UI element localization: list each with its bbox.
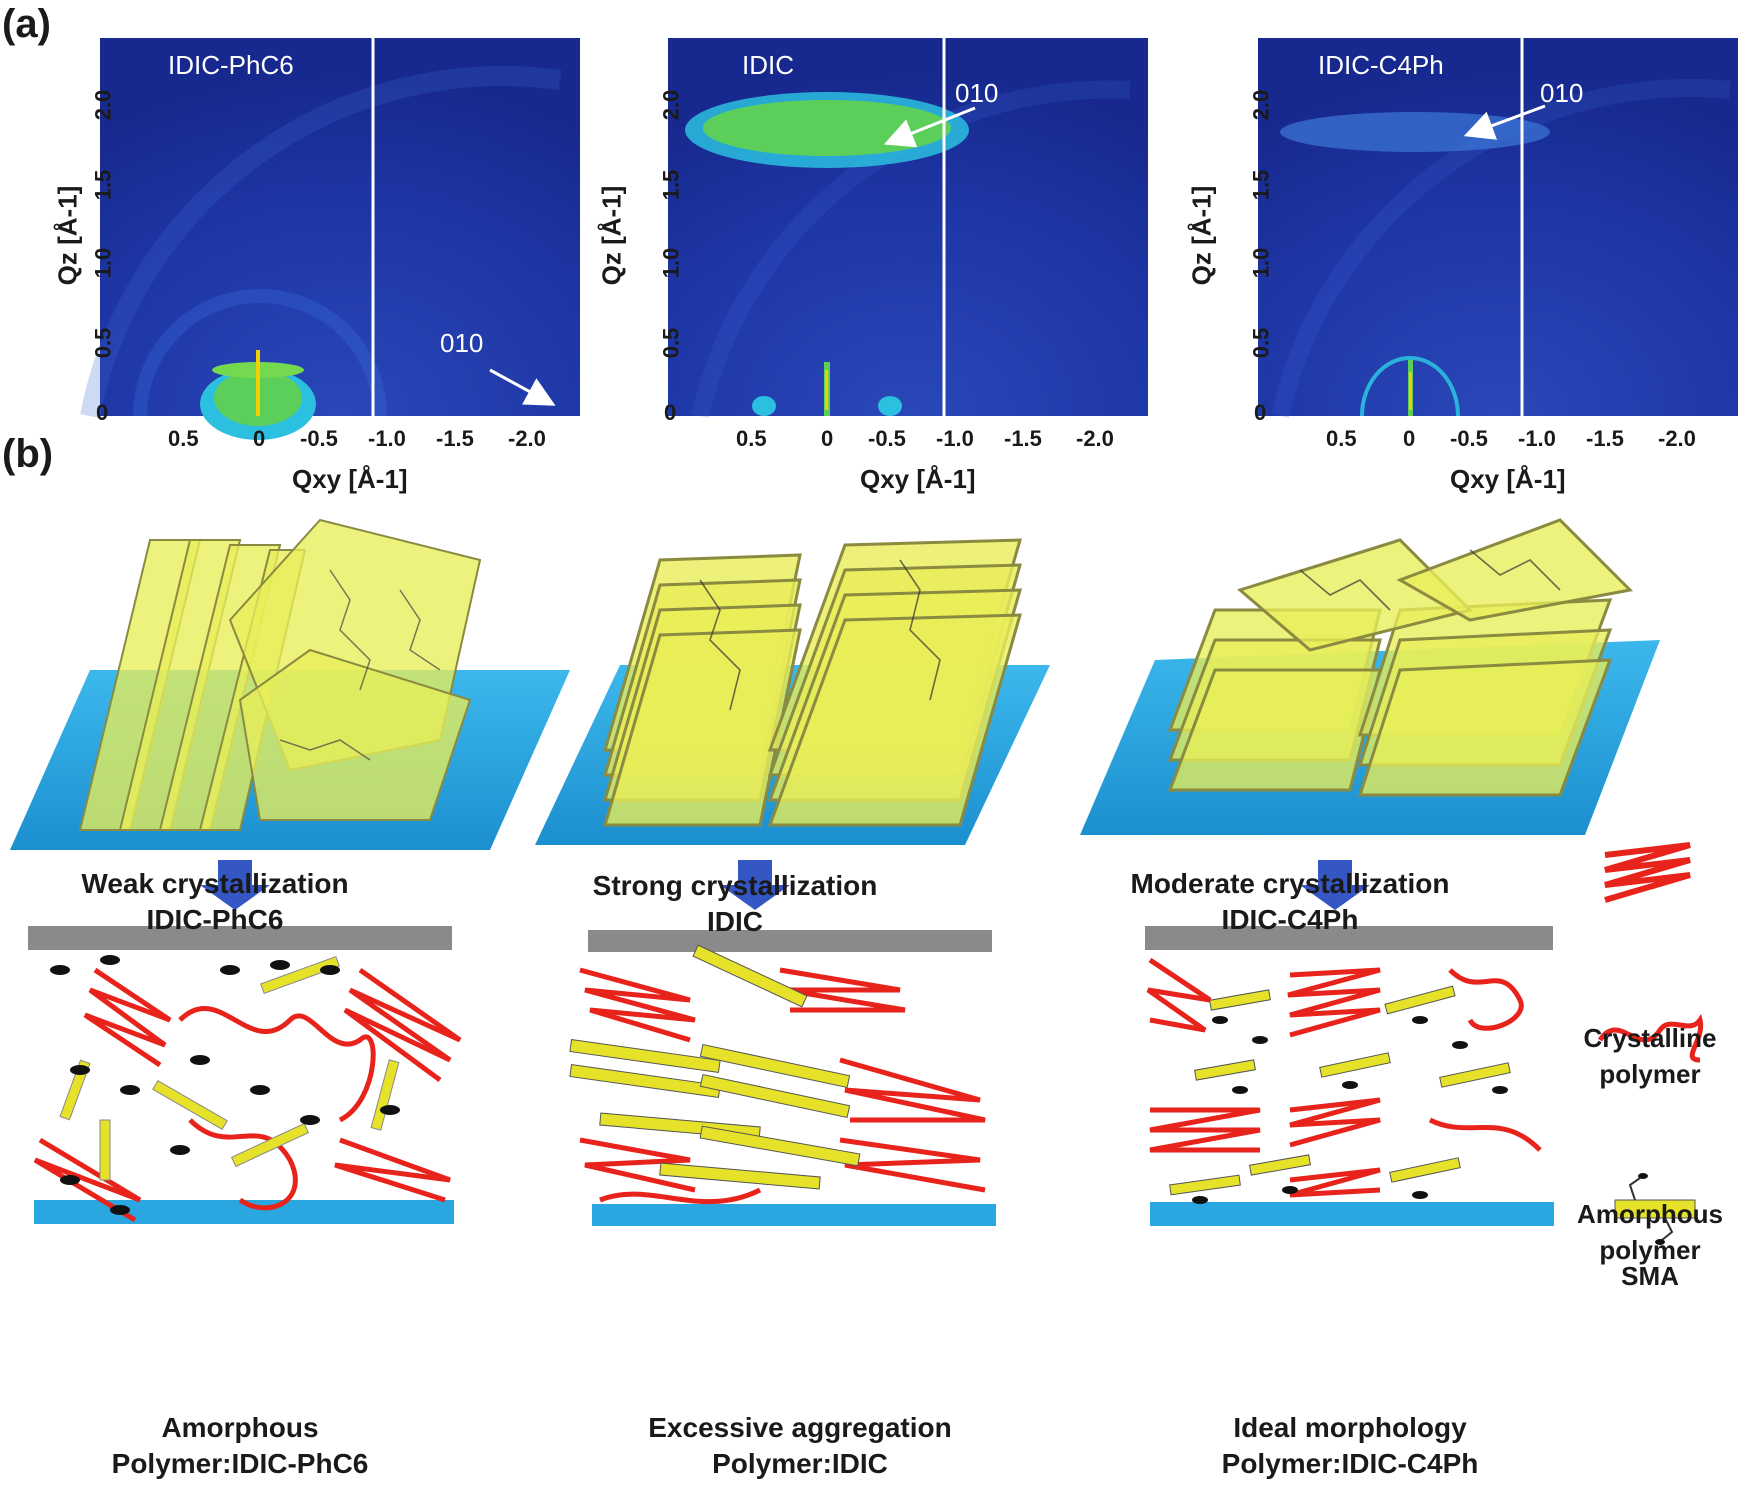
- qxy-label-1: Qxy [Å-1]: [292, 464, 408, 494]
- qxy-tick: -1.0: [1518, 426, 1556, 451]
- qxy-tick: -0.5: [300, 426, 338, 451]
- qxy-label-2: Qxy [Å-1]: [860, 464, 976, 494]
- caption-col-1: Weak crystallization IDIC-PhC6: [20, 866, 410, 938]
- legend-amorphous-label: Amorphous polymer: [1560, 1196, 1740, 1268]
- qxy-tick: -2.0: [1076, 426, 1114, 451]
- legend-text: polymer: [1599, 1235, 1701, 1265]
- blend-aggregation: [569, 944, 986, 1205]
- device-2: [588, 930, 996, 1226]
- qxy-label-3: Qxy [Å-1]: [1450, 464, 1566, 494]
- down-arrow-3: [1300, 860, 1370, 910]
- blend-label-1: Polymer:IDIC-PhC6: [111, 1448, 369, 1479]
- qz-tick: 1.5: [90, 169, 116, 201]
- legend-crystalline-icon: [1604, 842, 1691, 903]
- qxy-tick: 0.5: [1326, 426, 1357, 451]
- qxy-tick: -1.5: [1004, 426, 1042, 451]
- qxy-tick: -0.5: [1450, 426, 1488, 451]
- qz-tick: 1.5: [1248, 169, 1274, 201]
- molecular-sheets-1: [78, 518, 482, 831]
- caption-col-2: Strong crystallization IDIC: [555, 868, 915, 940]
- qz-tick: 1.0: [90, 247, 116, 279]
- qxy-tick: -2.0: [1658, 426, 1696, 451]
- peak-label-2: 010: [955, 78, 999, 108]
- qz-tick: 0: [1254, 400, 1267, 425]
- qz-label-3: Qz [Å-1]: [1186, 185, 1217, 286]
- blend-label-3: Polymer:IDIC-C4Ph: [1221, 1448, 1479, 1479]
- legend-crystalline-label: Crystalline polymer: [1560, 1020, 1740, 1092]
- pattern-title-3: IDIC-C4Ph: [1318, 50, 1444, 80]
- blend-label-2: Polymer:IDIC: [712, 1448, 888, 1479]
- qz-tick: 1.0: [1248, 247, 1274, 279]
- qz-tick: 2.0: [1248, 89, 1274, 121]
- blend-amorphous: [33, 955, 462, 1223]
- legend-text: polymer: [1599, 1059, 1701, 1089]
- legend-text: Crystalline: [1583, 1023, 1717, 1053]
- qxy-tick: -2.0: [508, 426, 546, 451]
- qz-tick: 0: [96, 400, 109, 425]
- giwaxs-pattern-idic-c4ph: [1258, 38, 1738, 418]
- molecule-label-3: IDIC-C4Ph: [1221, 904, 1359, 935]
- qxy-tick: -0.5: [868, 426, 906, 451]
- molecule-label-2: IDIC: [707, 906, 763, 937]
- legend-sma-icon: [1614, 1173, 1696, 1245]
- giwaxs-pattern-idic: [668, 38, 1148, 419]
- morphology-schematic: [10, 518, 1704, 1245]
- qz-tick: 0.5: [658, 327, 684, 359]
- qz-tick: 0: [664, 400, 677, 425]
- morphology-caption-1: Amorphous Polymer:IDIC-PhC6: [60, 1410, 420, 1482]
- qz-tick: 0.5: [90, 327, 116, 359]
- legend-amorphous-icon: [1597, 1013, 1704, 1063]
- morphology-caption-3: Ideal morphology Polymer:IDIC-C4Ph: [1170, 1410, 1530, 1482]
- crystallization-label-3: Moderate crystallization: [1130, 868, 1450, 899]
- pattern-title-2: IDIC: [742, 50, 794, 80]
- qxy-tick: -1.0: [936, 426, 974, 451]
- qz-tick: 2.0: [658, 89, 684, 121]
- morphology-caption-2: Excessive aggregation Polymer:IDIC: [600, 1410, 1000, 1482]
- qxy-tick: 0: [821, 426, 834, 451]
- molecular-sheets-3: [1167, 518, 1634, 797]
- giwaxs-figure: [80, 38, 1738, 440]
- qxy-tick: -1.5: [436, 426, 474, 451]
- molecule-label-1: IDIC-PhC6: [146, 904, 284, 935]
- panel-label-a: (a): [2, 2, 51, 46]
- peak-label-1: 010: [440, 328, 484, 358]
- crystallization-label-2: Strong crystallization: [592, 870, 878, 901]
- peak-label-3: 010: [1540, 78, 1584, 108]
- qz-tick: 2.0: [90, 89, 116, 121]
- qz-tick: 1.5: [658, 169, 684, 201]
- down-arrow-1: [200, 860, 270, 910]
- morphology-label-3: Ideal morphology: [1233, 1412, 1467, 1443]
- qxy-tick: -1.5: [1586, 426, 1624, 451]
- crystallization-label-1: Weak crystallization: [81, 868, 349, 899]
- giwaxs-pattern-idic-phc6: [80, 38, 580, 440]
- molecular-sheets-2: [603, 538, 1023, 827]
- qxy-tick: 0.5: [168, 426, 199, 451]
- qxy-tick: 0.5: [736, 426, 767, 451]
- panel-label-b: (b): [2, 432, 54, 476]
- qz-label-1: Qz [Å-1]: [52, 185, 83, 286]
- qxy-tick: -1.0: [368, 426, 406, 451]
- qz-tick: 0.5: [1248, 327, 1274, 359]
- morphology-label-2: Excessive aggregation: [648, 1412, 952, 1443]
- axis-y-1: Qz [Å-1]: [38, 170, 98, 290]
- morphology-label-1: Amorphous: [161, 1412, 319, 1443]
- qz-tick: 1.0: [658, 247, 684, 279]
- blend-ideal: [1146, 957, 1542, 1204]
- legend-text: Amorphous: [1577, 1199, 1723, 1229]
- qxy-tick: 0: [253, 426, 266, 451]
- pattern-title-1: IDIC-PhC6: [168, 50, 294, 80]
- device-3: [1145, 926, 1554, 1226]
- legend-text: SMA: [1621, 1261, 1679, 1291]
- qz-label-2: Qz [Å-1]: [596, 185, 627, 286]
- qxy-tick: 0: [1403, 426, 1416, 451]
- caption-col-3: Moderate crystallization IDIC-C4Ph: [1100, 866, 1480, 938]
- legend-sma-label: SMA: [1560, 1258, 1740, 1294]
- down-arrow-2: [720, 860, 790, 910]
